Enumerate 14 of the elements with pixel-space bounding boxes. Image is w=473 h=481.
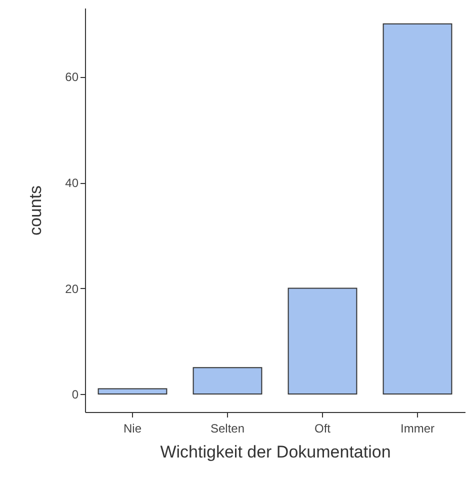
bar [192,367,262,395]
x-tick-label: Immer [400,422,434,436]
x-tick-label: Nie [123,422,142,436]
y-tick-label: 40 [65,176,79,190]
bar [98,388,168,395]
y-axis-title: counts [26,185,46,236]
x-tick-label: Selten [210,422,245,436]
y-tick-label: 20 [65,282,79,296]
x-axis-title: Wichtigkeit der Dokumentation [160,442,391,462]
bar [288,288,358,395]
y-tick-label: 0 [72,388,79,402]
x-tick-label: Oft [314,422,332,436]
bar [382,23,452,395]
y-tick-label: 60 [65,70,79,84]
